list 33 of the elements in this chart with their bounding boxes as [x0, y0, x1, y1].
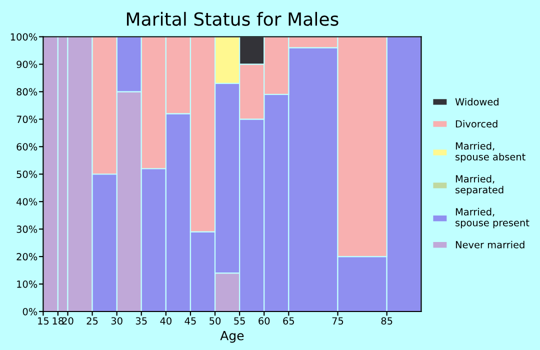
x-tick-label: 85 [381, 317, 392, 325]
x-tick-label: 30 [111, 317, 122, 325]
y-tick-label: 60% [16, 143, 38, 150]
legend-label: Married, spouse absent [456, 142, 526, 162]
y-tick-label: 10% [17, 280, 38, 288]
y-tick-label: 70% [16, 116, 38, 124]
legend-label: Widowed [455, 98, 498, 106]
x-tick-label: 35 [136, 317, 147, 325]
y-tick-label: 0% [22, 308, 38, 316]
y-tick-label: 100% [10, 33, 38, 41]
legend-label: Never married [456, 240, 524, 248]
x-tick-label: 15 [38, 317, 49, 325]
y-tick-label: 80% [16, 88, 38, 96]
x-tick-label: 40 [160, 317, 172, 325]
y-tick-label: 50% [16, 170, 38, 178]
x-tick-label: 45 [184, 317, 196, 325]
x-axis-title: Age [220, 331, 244, 343]
chart-title: Marital Status for Males [126, 12, 338, 26]
x-tick-label: 60 [258, 317, 270, 325]
x-tick-label: 75 [332, 317, 344, 325]
x-tick-label: 50 [210, 317, 221, 325]
y-tick-label: 40% [16, 198, 38, 206]
legend-label: Married, spouse present [456, 208, 530, 228]
x-tick-label: 55 [234, 317, 245, 325]
legend-label: Married, separated [456, 175, 504, 196]
x-tick-label: 25 [86, 317, 98, 325]
y-tick-label: 90% [16, 60, 38, 68]
x-tick-label: 18 [52, 317, 64, 325]
x-tick-label: 20 [62, 317, 74, 325]
y-tick-label: 20% [16, 253, 38, 260]
y-tick-label: 30% [16, 226, 38, 233]
legend-label: Divorced [456, 120, 498, 128]
x-tick-label: 65 [283, 317, 294, 325]
